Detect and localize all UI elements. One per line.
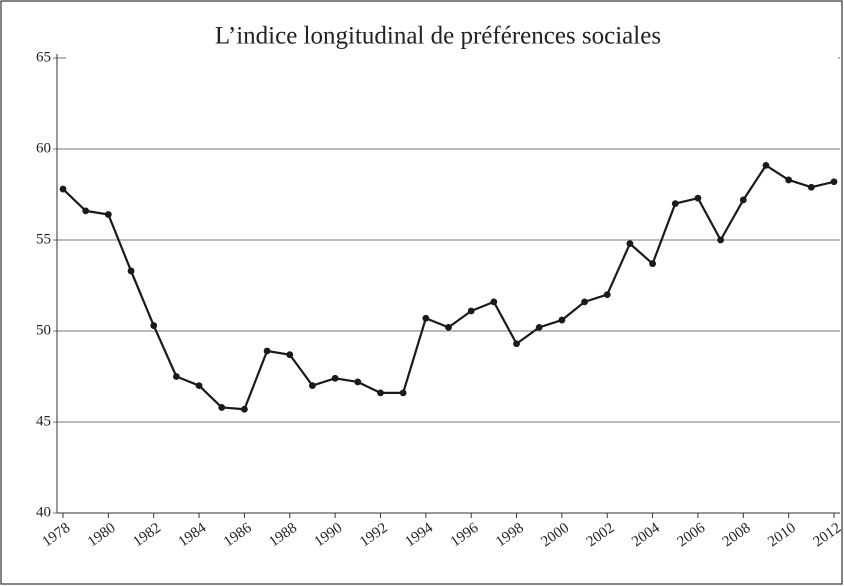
data-point [671,200,679,208]
data-point [762,161,770,169]
data-point [59,185,67,193]
data-point [377,389,384,397]
data-point [649,260,656,268]
data-point [82,207,90,215]
data-point [717,236,725,244]
data-point [558,316,566,324]
data-point [399,389,407,397]
data-point [150,322,158,329]
data-point [626,240,634,248]
data-point [263,347,271,355]
data-point [603,291,611,298]
y-tick-label: 55 [36,231,51,247]
data-point [785,176,793,184]
y-tick-label: 45 [36,413,51,429]
data-point [535,323,543,331]
data-point [422,314,430,322]
chart-title: L’indice longitudinal de préférences soc… [215,23,661,50]
data-point [467,307,475,315]
y-tick-label: 50 [36,322,51,338]
data-point [581,298,588,306]
data-point [309,382,316,389]
data-point [513,340,520,348]
data-point [445,323,452,331]
data-point [241,405,248,413]
data-point [172,373,180,380]
data-point [286,351,294,359]
y-tick-label: 40 [36,504,51,520]
data-point [195,382,203,389]
data-point [490,298,498,306]
data-point [127,267,135,275]
data-point [331,374,339,382]
data-point [354,378,362,386]
data-point [218,404,226,411]
data-point [739,196,747,204]
y-tick-label: 60 [36,140,51,156]
title-background [66,18,838,60]
y-tick-label: 65 [36,49,51,65]
data-point [830,178,838,186]
data-point [694,194,702,202]
data-point [104,211,112,218]
data-point [807,183,815,191]
